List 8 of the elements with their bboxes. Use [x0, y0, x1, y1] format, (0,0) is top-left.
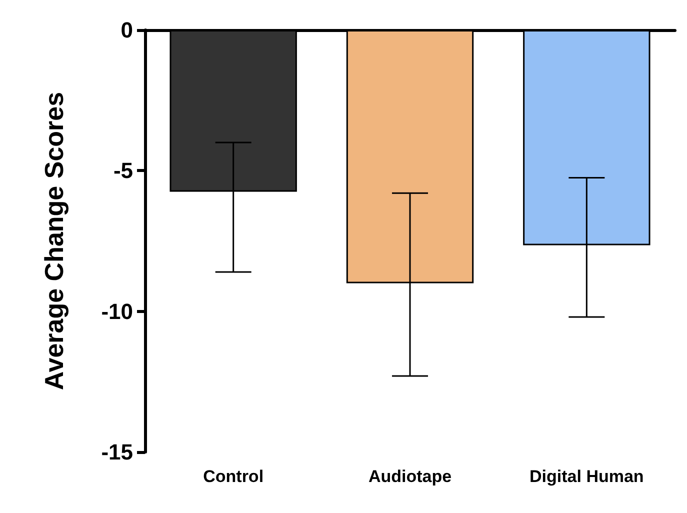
x-tick-label: Audiotape — [368, 467, 452, 486]
y-tick-label: -10 — [101, 298, 133, 324]
y-axis-title: Average Change Scores — [39, 92, 69, 390]
y-tick-label: 0 — [120, 18, 133, 42]
x-tick-label: Digital Human — [530, 467, 644, 486]
y-tick-label: -5 — [113, 158, 133, 184]
x-tick-label: Control — [203, 467, 264, 486]
y-tick-label: -15 — [101, 440, 133, 464]
